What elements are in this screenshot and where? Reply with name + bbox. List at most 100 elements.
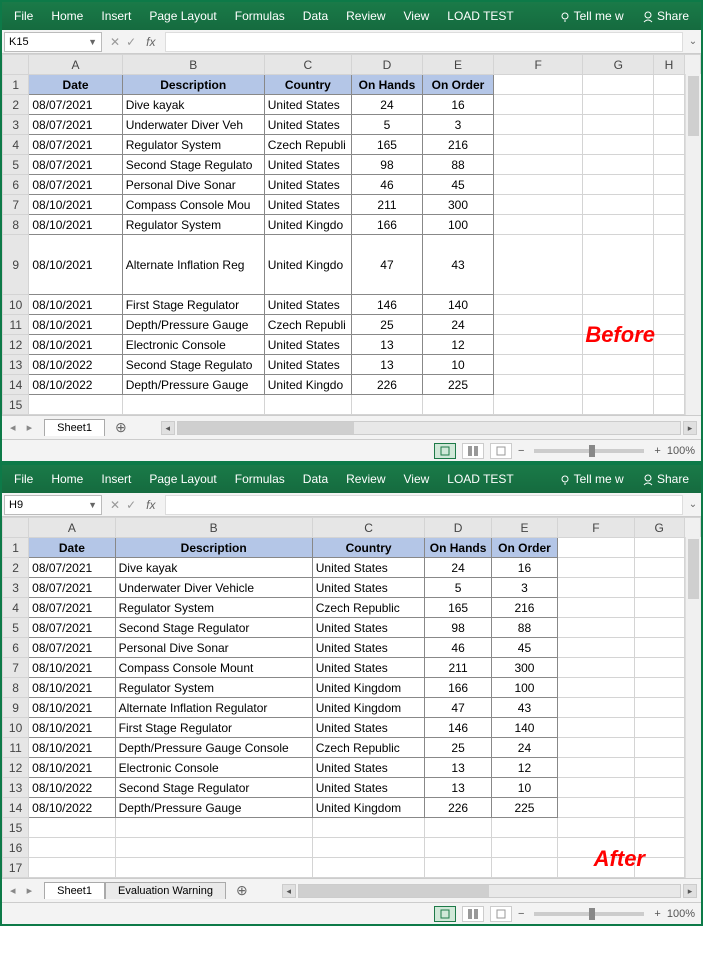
row-header-11[interactable]: 11 — [3, 738, 29, 758]
cell[interactable]: Second Stage Regulator — [115, 778, 312, 798]
scroll-left-icon[interactable]: ◂ — [282, 884, 296, 898]
row-header-11[interactable]: 11 — [3, 315, 29, 335]
row-header-3[interactable]: 3 — [3, 115, 29, 135]
row-header-12[interactable]: 12 — [3, 335, 29, 355]
cell[interactable]: Depth/Pressure Gauge Console — [115, 738, 312, 758]
cell[interactable]: 10 — [422, 355, 493, 375]
sheet-tab-sheet1[interactable]: Sheet1 — [44, 419, 105, 436]
column-header-B[interactable]: B — [115, 518, 312, 538]
cell[interactable]: United States — [312, 558, 425, 578]
ribbon-tab-insert[interactable]: Insert — [93, 468, 139, 490]
ribbon-tab-insert[interactable]: Insert — [93, 5, 139, 27]
cell[interactable]: 08/10/2022 — [29, 798, 115, 818]
dropdown-icon[interactable]: ▼ — [88, 37, 97, 47]
row-header-3[interactable]: 3 — [3, 578, 29, 598]
cell[interactable]: 08/07/2021 — [29, 175, 122, 195]
cell[interactable]: United States — [264, 195, 351, 215]
cell[interactable]: Second Stage Regulator — [115, 618, 312, 638]
table-header-cell[interactable]: Date — [29, 538, 115, 558]
row-header-15[interactable]: 15 — [3, 818, 29, 838]
row-header-10[interactable]: 10 — [3, 718, 29, 738]
cell[interactable]: Depth/Pressure Gauge — [115, 798, 312, 818]
cell[interactable]: 216 — [422, 135, 493, 155]
add-sheet-button[interactable]: ⊕ — [105, 419, 137, 436]
name-box[interactable]: K15 ▼ — [4, 32, 102, 52]
row-header-17[interactable]: 17 — [3, 858, 29, 878]
cell[interactable]: 13 — [351, 355, 422, 375]
cell[interactable]: 100 — [491, 678, 557, 698]
cell[interactable]: 88 — [491, 618, 557, 638]
cell[interactable]: United States — [264, 295, 351, 315]
zoom-out-button[interactable]: − — [518, 908, 524, 920]
column-header-F[interactable]: F — [558, 518, 634, 538]
cell[interactable]: Regulator System — [115, 598, 312, 618]
zoom-out-button[interactable]: − — [518, 445, 524, 457]
cell[interactable]: Regulator System — [122, 215, 264, 235]
cancel-icon[interactable]: ✕ — [110, 498, 120, 512]
cell[interactable]: 24 — [351, 95, 422, 115]
cell[interactable]: 140 — [422, 295, 493, 315]
cell[interactable]: Depth/Pressure Gauge — [122, 375, 264, 395]
table-header-cell[interactable]: Description — [122, 75, 264, 95]
expand-formula-icon[interactable]: ⌄ — [685, 499, 701, 510]
cell[interactable]: Regulator System — [122, 135, 264, 155]
column-header-H[interactable]: H — [654, 55, 684, 75]
select-all-corner[interactable] — [3, 55, 29, 75]
table-header-cell[interactable]: On Order — [491, 538, 557, 558]
hscroll-thumb[interactable] — [299, 885, 490, 897]
scroll-right-icon[interactable]: ▸ — [683, 421, 697, 435]
row-header-13[interactable]: 13 — [3, 355, 29, 375]
add-sheet-button[interactable]: ⊕ — [226, 882, 258, 899]
cell[interactable]: 08/07/2021 — [29, 115, 122, 135]
tell-me-button[interactable]: Tell me w — [551, 468, 632, 490]
ribbon-tab-data[interactable]: Data — [295, 5, 336, 27]
zoom-slider[interactable] — [534, 449, 644, 453]
cell[interactable]: United States — [312, 658, 425, 678]
cell[interactable]: Personal Dive Sonar — [115, 638, 312, 658]
cell[interactable]: 300 — [422, 195, 493, 215]
table-header-cell[interactable]: On Hands — [425, 538, 491, 558]
page-layout-view-button[interactable] — [462, 906, 484, 922]
ribbon-tab-page-layout[interactable]: Page Layout — [141, 5, 224, 27]
cell[interactable]: United States — [264, 155, 351, 175]
sheet-tab-sheet1[interactable]: Sheet1 — [44, 882, 105, 899]
cell[interactable]: 08/07/2021 — [29, 558, 115, 578]
share-button[interactable]: Share — [634, 5, 697, 27]
cell[interactable]: 146 — [351, 295, 422, 315]
cell[interactable]: Underwater Diver Vehicle — [115, 578, 312, 598]
cell[interactable]: 166 — [425, 678, 491, 698]
table-header-cell[interactable]: On Order — [422, 75, 493, 95]
page-break-view-button[interactable] — [490, 906, 512, 922]
formula-input[interactable] — [165, 495, 683, 515]
row-header-14[interactable]: 14 — [3, 375, 29, 395]
cell[interactable]: 08/10/2022 — [29, 375, 122, 395]
cell[interactable]: 08/07/2021 — [29, 598, 115, 618]
page-layout-view-button[interactable] — [462, 443, 484, 459]
formula-input[interactable] — [165, 32, 683, 52]
cell[interactable]: 100 — [422, 215, 493, 235]
name-box[interactable]: H9 ▼ — [4, 495, 102, 515]
cell[interactable]: First Stage Regulator — [122, 295, 264, 315]
dropdown-icon[interactable]: ▼ — [88, 500, 97, 510]
cell[interactable]: 24 — [422, 315, 493, 335]
cell[interactable]: 13 — [351, 335, 422, 355]
row-header-12[interactable]: 12 — [3, 758, 29, 778]
row-header-16[interactable]: 16 — [3, 838, 29, 858]
cell[interactable]: United Kingdom — [312, 678, 425, 698]
row-header-1[interactable]: 1 — [3, 75, 29, 95]
row-header-7[interactable]: 7 — [3, 195, 29, 215]
cell[interactable]: Underwater Diver Veh — [122, 115, 264, 135]
cell[interactable]: 08/07/2021 — [29, 95, 122, 115]
cell[interactable]: 211 — [351, 195, 422, 215]
tab-nav-buttons[interactable]: ◂ ▸ — [2, 421, 44, 434]
cell[interactable]: 08/10/2021 — [29, 315, 122, 335]
column-header-E[interactable]: E — [422, 55, 493, 75]
cell[interactable]: 146 — [425, 718, 491, 738]
sheet-tab-evaluation-warning[interactable]: Evaluation Warning — [105, 882, 226, 899]
cell[interactable]: 140 — [491, 718, 557, 738]
row-header-2[interactable]: 2 — [3, 558, 29, 578]
row-header-8[interactable]: 8 — [3, 678, 29, 698]
cell[interactable]: 45 — [491, 638, 557, 658]
cell[interactable]: Czech Republi — [264, 315, 351, 335]
cell[interactable]: 08/10/2021 — [29, 698, 115, 718]
